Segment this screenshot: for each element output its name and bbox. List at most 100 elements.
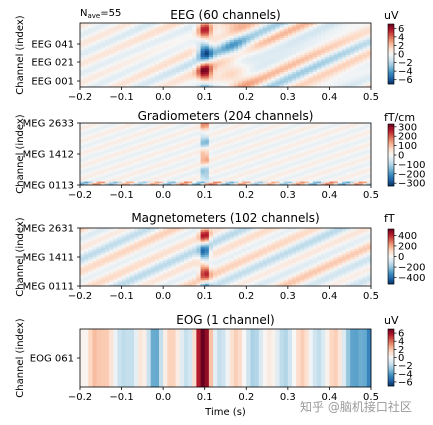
heatmap-cell — [129, 29, 135, 32]
heatmap-cell — [80, 123, 85, 126]
heatmap-cell — [246, 126, 251, 129]
colorbar-segment — [388, 51, 394, 53]
x-tick-label: −0.2 — [68, 190, 92, 201]
heatmap-cell — [192, 48, 197, 52]
heatmap-cell — [271, 178, 276, 181]
heatmap-cell — [246, 179, 251, 182]
heatmap-cell — [321, 29, 326, 32]
heatmap-cell — [221, 67, 226, 71]
heatmap-cell — [287, 162, 293, 165]
heatmap-cell — [221, 57, 226, 60]
heatmap-cell — [171, 67, 176, 71]
heatmap-cell — [92, 57, 97, 60]
heatmap-cell — [196, 23, 201, 26]
heatmap-cell — [138, 63, 143, 66]
heatmap-cell — [146, 141, 151, 144]
colorbar-tick-label: −6 — [398, 75, 413, 86]
heatmap-cell — [337, 29, 343, 32]
heatmap-cell — [109, 143, 114, 146]
heatmap-cell — [258, 65, 264, 69]
heatmap-cell — [337, 124, 343, 127]
heatmap-cell — [292, 169, 297, 172]
heatmap-cell — [96, 147, 102, 150]
heatmap-cell — [217, 82, 222, 86]
heatmap-cell — [358, 65, 363, 69]
heatmap-cell — [104, 143, 110, 146]
heatmap-cell — [229, 27, 235, 30]
heatmap-cell — [121, 80, 127, 84]
heatmap-cell — [92, 143, 97, 146]
heatmap-cell — [179, 143, 185, 146]
heatmap-cell — [146, 183, 151, 186]
heatmap-cell — [100, 147, 106, 150]
heatmap-cell — [142, 48, 147, 52]
heatmap-cell — [80, 78, 85, 81]
heatmap-cell — [179, 69, 185, 73]
heatmap-cell — [229, 37, 235, 41]
heatmap-cell — [333, 138, 339, 141]
heatmap-cell — [292, 27, 297, 30]
heatmap-cell — [296, 160, 301, 163]
heatmap-cell — [192, 57, 197, 60]
heatmap-cell — [96, 126, 102, 129]
heatmap-cell — [271, 80, 276, 84]
heatmap-cell — [146, 169, 151, 172]
heatmap-cell — [92, 157, 97, 160]
heatmap-cell — [296, 80, 301, 84]
heatmap-cell — [121, 65, 127, 69]
heatmap-cell — [358, 124, 363, 127]
heatmap-cell — [217, 33, 222, 37]
y-tick-label: EEG 041 — [31, 40, 74, 51]
heatmap-cell — [287, 124, 293, 127]
heatmap-cell — [354, 31, 359, 34]
heatmap-cell — [229, 145, 235, 148]
heatmap-cell — [242, 80, 247, 84]
heatmap-cell — [316, 82, 322, 86]
heatmap-cell — [308, 65, 314, 69]
heatmap-cell — [321, 52, 326, 56]
heatmap-cell — [254, 59, 260, 62]
heatmap-cell — [113, 74, 118, 77]
heatmap-cell — [229, 31, 235, 34]
heatmap-cell — [121, 23, 127, 26]
heatmap-cell — [366, 176, 372, 179]
heatmap-cell — [188, 40, 193, 43]
heatmap-cell — [292, 29, 297, 32]
heatmap-cell — [138, 29, 143, 32]
heatmap-cell — [154, 82, 160, 86]
heatmap-cell — [287, 44, 293, 47]
heatmap-cell — [213, 150, 218, 153]
heatmap-cell — [237, 129, 243, 132]
heatmap-cell — [267, 143, 272, 146]
heatmap-cell — [312, 154, 318, 157]
heatmap-cell — [321, 59, 326, 62]
heatmap-cell — [358, 148, 363, 151]
heatmap-cell — [237, 141, 243, 144]
heatmap-cell — [229, 65, 235, 69]
heatmap-cell — [296, 40, 301, 43]
heatmap-cell — [325, 72, 330, 75]
heatmap-cell — [163, 59, 168, 62]
heatmap-cell — [354, 140, 359, 143]
heatmap-cell — [92, 135, 97, 138]
heatmap-cell — [121, 140, 127, 143]
heatmap-cell — [208, 78, 214, 81]
heatmap-cell — [221, 42, 226, 45]
heatmap-cell — [88, 164, 93, 167]
heatmap-cell — [296, 129, 301, 132]
heatmap-cell — [350, 63, 355, 66]
heatmap-cell — [279, 27, 284, 30]
heatmap-cell — [138, 52, 143, 56]
heatmap-cell — [217, 69, 222, 73]
heatmap-cell — [183, 148, 189, 151]
heatmap-cell — [221, 37, 226, 41]
heatmap-cell — [192, 167, 197, 170]
heatmap-cell — [292, 160, 297, 163]
heatmap-cell — [292, 157, 297, 160]
heatmap-cell — [204, 162, 210, 165]
heatmap-cell — [179, 40, 185, 43]
heatmap-cell — [242, 229, 247, 233]
heatmap-cell — [213, 76, 218, 79]
heatmap-cell — [312, 63, 318, 66]
heatmap-cell — [350, 140, 355, 143]
